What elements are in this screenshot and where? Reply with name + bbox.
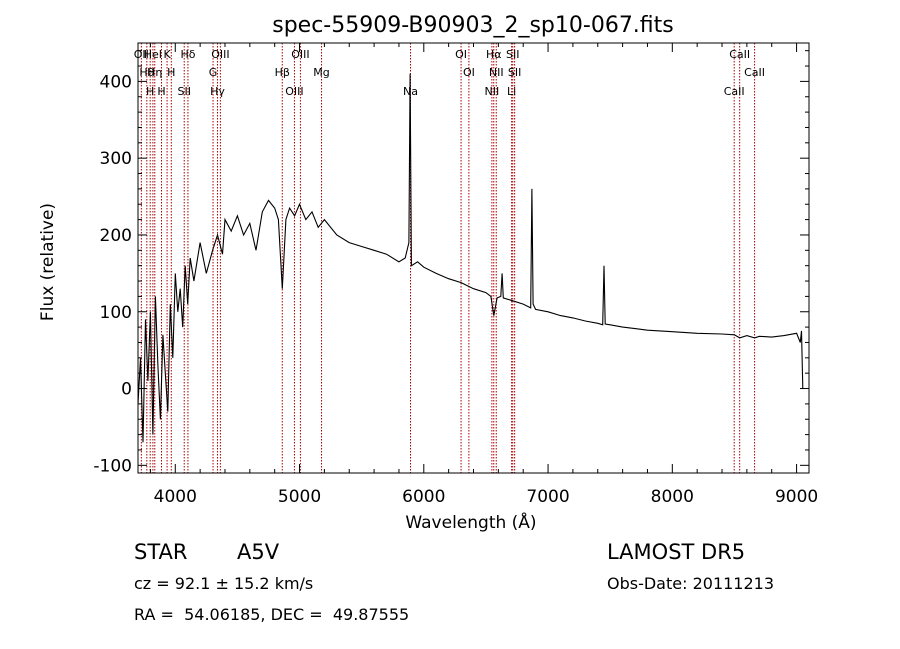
spectral-line-label: Hη [147, 66, 162, 79]
ra-dec: RA = 54.06185, DEC = 49.87555 [134, 605, 410, 624]
y-tick-label: 100 [100, 303, 132, 323]
x-tick-label: 8000 [651, 487, 694, 507]
plot-frame [137, 42, 810, 474]
object-class: STAR [134, 540, 188, 564]
spectral-line-label: HeI [144, 48, 162, 61]
object-subclass: A5V [237, 540, 280, 564]
y-tick-label: 300 [100, 149, 132, 169]
spectral-line-label: CaII [724, 85, 745, 98]
x-tick-label: 7000 [526, 487, 569, 507]
spectral-line-label: NII [485, 85, 500, 98]
spectral-line-label: Hθ [139, 66, 154, 79]
spectral-line-label: SII [177, 85, 190, 98]
x-tick-label: 4000 [154, 487, 197, 507]
spectral-line-label: Hγ [210, 85, 225, 98]
spectral-line-label: OIII [291, 48, 309, 61]
spectral-line-label: K [163, 48, 171, 61]
redshift-velocity: cz = 92.1 ± 15.2 km/s [134, 574, 314, 593]
y-tick-label: 200 [100, 226, 132, 246]
x-tick-label: 9000 [775, 487, 818, 507]
spectral-line-label: H [157, 85, 165, 98]
x-axis-label: Wavelength (Å) [405, 511, 536, 533]
spectral-line-label: H [167, 66, 175, 79]
spectral-line-label: OI [463, 66, 475, 79]
x-axis: 4000 5000 6000 7000 8000 9000 [149, 43, 818, 507]
x-tick-label: 6000 [402, 487, 445, 507]
spectral-line-label: NII [489, 66, 504, 79]
spectral-line-label: SII [506, 48, 519, 61]
spectral-line-label: OIII [285, 85, 303, 98]
spectral-line-label: Hα [486, 48, 502, 61]
spectral-line-label: H [146, 85, 154, 98]
y-tick-label: 0 [121, 380, 132, 400]
spectral-line-labels: OIIHθHHeIHηHKHSIIHδGHγOIIIHβOIIIOIIIMgNa… [134, 48, 765, 98]
spectral-line-label: G [209, 66, 218, 79]
survey-name: LAMOST DR5 [607, 540, 746, 564]
spectral-line-label: SII [508, 66, 521, 79]
x-tick-label: 5000 [278, 487, 321, 507]
spectrum-series-line [137, 73, 804, 443]
y-axis: -100 0 100 200 300 400 [93, 50, 809, 476]
spectral-line-markers [140, 43, 756, 473]
spectral-line-label: Li [507, 85, 516, 98]
spectral-line-label: CaII [744, 66, 765, 79]
spectral-line-label: OIII [211, 48, 229, 61]
y-tick-label: -100 [93, 456, 132, 476]
y-axis-label: Flux (relative) [38, 203, 58, 321]
spectral-line-label: OI [455, 48, 467, 61]
spectral-line-label: Mg [313, 66, 329, 79]
spectral-line-label: Hδ [180, 48, 195, 61]
spectral-line-label: CaII [729, 48, 750, 61]
y-tick-label: 400 [100, 72, 132, 92]
spectral-line-label: Hβ [275, 66, 290, 79]
chart-title: spec-55909-B90903_2_sp10-067.fits [272, 13, 674, 38]
observation-date: Obs-Date: 20111213 [607, 574, 775, 593]
